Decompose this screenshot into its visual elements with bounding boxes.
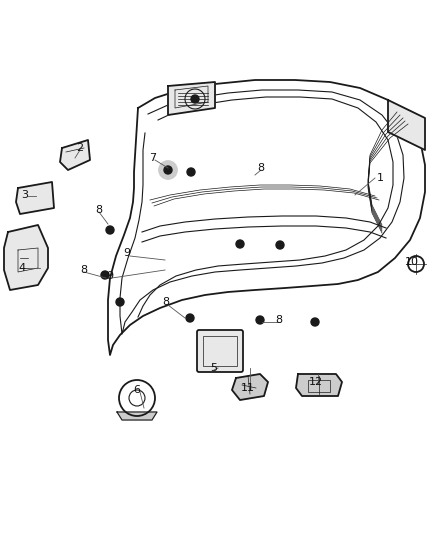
Text: 4: 4 — [18, 263, 25, 273]
Polygon shape — [16, 182, 54, 214]
Text: 8: 8 — [81, 265, 88, 275]
Text: 9: 9 — [124, 248, 131, 258]
Circle shape — [236, 240, 244, 248]
Circle shape — [256, 316, 264, 324]
Polygon shape — [232, 374, 268, 400]
Text: 11: 11 — [241, 383, 255, 393]
Circle shape — [187, 168, 195, 176]
Circle shape — [159, 161, 177, 179]
Text: 1: 1 — [377, 173, 384, 183]
Polygon shape — [296, 374, 342, 396]
Text: 2: 2 — [77, 143, 84, 153]
Circle shape — [191, 95, 199, 103]
Polygon shape — [168, 82, 215, 115]
Circle shape — [116, 298, 124, 306]
Text: 9: 9 — [106, 271, 113, 281]
Polygon shape — [4, 225, 48, 290]
Text: 3: 3 — [21, 190, 28, 200]
Text: 5: 5 — [211, 363, 218, 373]
Bar — [203, 336, 237, 366]
Circle shape — [164, 166, 172, 174]
Text: 8: 8 — [95, 205, 102, 215]
Text: 8: 8 — [276, 315, 283, 325]
Text: 10: 10 — [405, 257, 419, 267]
Circle shape — [101, 271, 109, 279]
Circle shape — [276, 241, 284, 249]
Text: 8: 8 — [162, 297, 170, 307]
Circle shape — [186, 314, 194, 322]
Bar — [308, 380, 330, 392]
Text: 8: 8 — [258, 163, 265, 173]
Text: 12: 12 — [309, 377, 323, 387]
Circle shape — [106, 226, 114, 234]
Circle shape — [311, 318, 319, 326]
Text: 7: 7 — [149, 153, 156, 163]
Polygon shape — [60, 140, 90, 170]
Polygon shape — [388, 100, 425, 150]
FancyBboxPatch shape — [197, 330, 243, 372]
Polygon shape — [117, 412, 157, 420]
Text: 6: 6 — [134, 385, 141, 395]
